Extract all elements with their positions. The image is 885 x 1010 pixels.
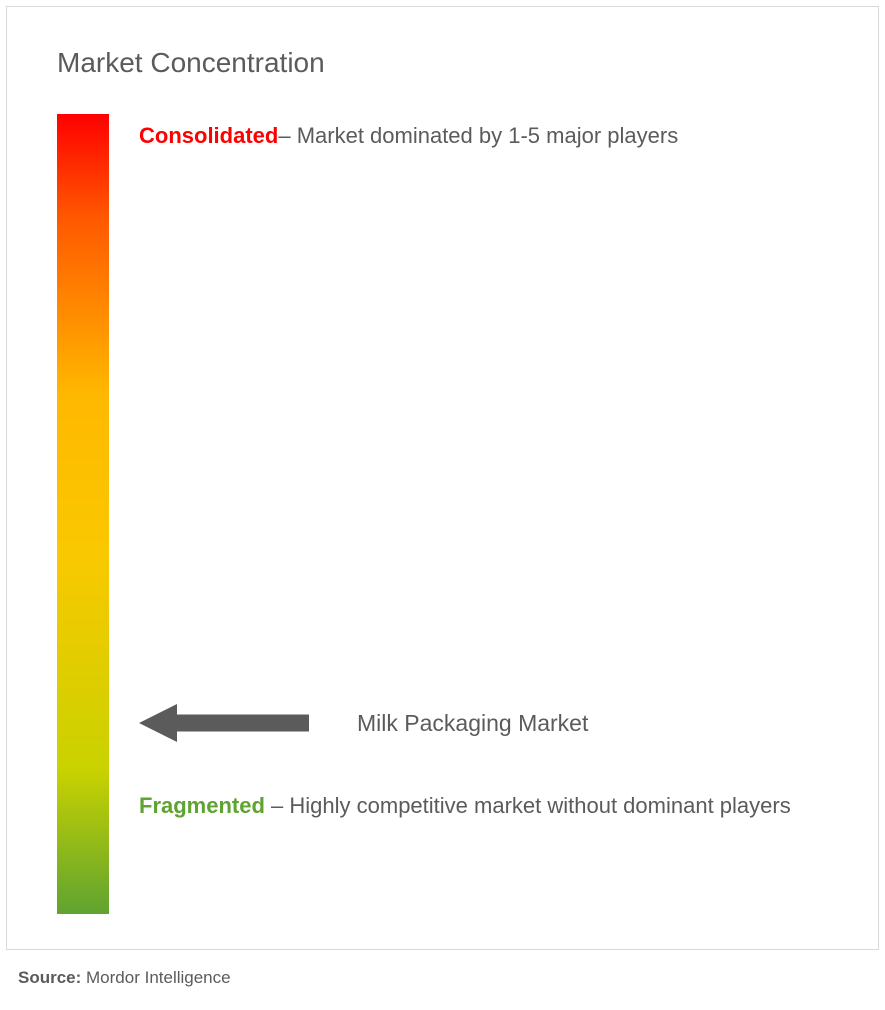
fragmented-label: Fragmented — [139, 793, 265, 818]
labels-area: Consolidated– Market dominated by 1-5 ma… — [139, 114, 828, 914]
consolidated-desc-text: – Market dominated by 1-5 major players — [278, 123, 678, 148]
main-panel: Market Concentration Consolidated– Marke… — [6, 6, 879, 950]
chart-title: Market Concentration — [57, 47, 828, 79]
source-prefix: Source: — [18, 968, 81, 987]
consolidated-label: Consolidated — [139, 123, 278, 148]
market-name-label: Milk Packaging Market — [357, 710, 588, 737]
source-text: Mordor Intelligence — [81, 968, 230, 987]
arrow-left-icon — [139, 704, 309, 742]
concentration-gradient-bar — [57, 114, 109, 914]
fragmented-desc-text: – Highly competitive market without domi… — [265, 793, 791, 818]
content-area: Consolidated– Market dominated by 1-5 ma… — [57, 114, 828, 914]
source-attribution: Source: Mordor Intelligence — [18, 968, 231, 988]
fragmented-description: Fragmented – Highly competitive market w… — [139, 784, 828, 828]
infographic-container: Market Concentration Consolidated– Marke… — [0, 0, 885, 1010]
market-position-marker: Milk Packaging Market — [139, 704, 828, 742]
consolidated-description: Consolidated– Market dominated by 1-5 ma… — [139, 114, 828, 158]
